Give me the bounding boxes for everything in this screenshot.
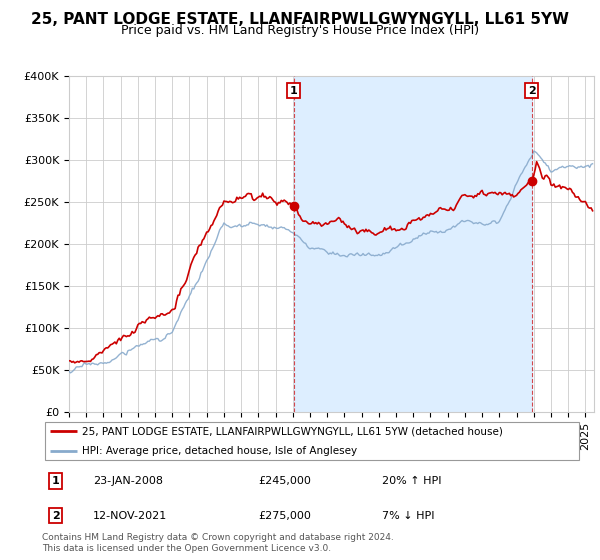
Text: 1: 1 xyxy=(52,476,59,486)
Text: 2: 2 xyxy=(52,511,59,521)
Text: 23-JAN-2008: 23-JAN-2008 xyxy=(94,476,163,486)
Text: 20% ↑ HPI: 20% ↑ HPI xyxy=(382,476,442,486)
Text: 1: 1 xyxy=(290,86,298,96)
Text: HPI: Average price, detached house, Isle of Anglesey: HPI: Average price, detached house, Isle… xyxy=(83,446,358,456)
Text: £245,000: £245,000 xyxy=(258,476,311,486)
Bar xyxy=(293,76,532,412)
Text: Price paid vs. HM Land Registry's House Price Index (HPI): Price paid vs. HM Land Registry's House … xyxy=(121,24,479,36)
Text: 25, PANT LODGE ESTATE, LLANFAIRPWLLGWYNGYLL, LL61 5YW: 25, PANT LODGE ESTATE, LLANFAIRPWLLGWYNG… xyxy=(31,12,569,27)
Text: 7% ↓ HPI: 7% ↓ HPI xyxy=(382,511,434,521)
Text: £275,000: £275,000 xyxy=(258,511,311,521)
Text: 25, PANT LODGE ESTATE, LLANFAIRPWLLGWYNGYLL, LL61 5YW (detached house): 25, PANT LODGE ESTATE, LLANFAIRPWLLGWYNG… xyxy=(83,426,503,436)
Text: 2: 2 xyxy=(527,86,535,96)
FancyBboxPatch shape xyxy=(45,422,580,460)
Text: 12-NOV-2021: 12-NOV-2021 xyxy=(94,511,167,521)
Text: Contains HM Land Registry data © Crown copyright and database right 2024.
This d: Contains HM Land Registry data © Crown c… xyxy=(42,533,394,553)
